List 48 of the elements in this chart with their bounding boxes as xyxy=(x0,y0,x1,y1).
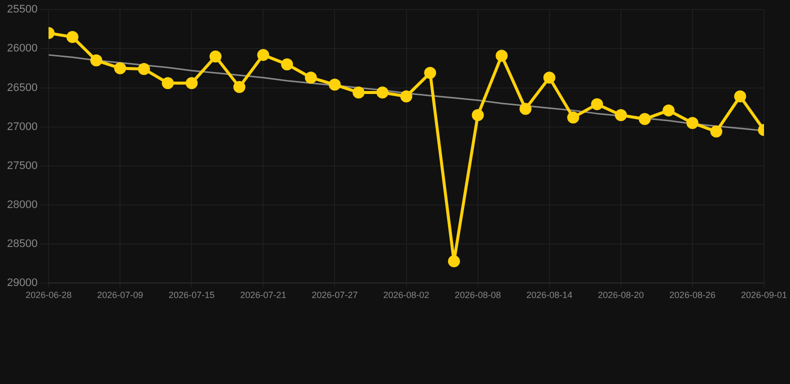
point xyxy=(710,126,722,138)
point xyxy=(90,54,102,66)
y-tick-label: 26500 xyxy=(6,82,38,94)
y-tick-label: 28000 xyxy=(6,199,38,212)
point xyxy=(520,102,532,115)
point xyxy=(352,86,365,98)
y-tick-label: 29000 xyxy=(6,277,38,290)
point xyxy=(686,116,698,129)
point xyxy=(138,63,150,76)
point xyxy=(233,80,246,93)
y-tick-label: 25500 xyxy=(6,4,38,16)
point xyxy=(66,30,78,43)
point xyxy=(448,255,460,268)
x-tick-label: 2026-08-20 xyxy=(598,290,644,300)
point xyxy=(734,90,746,102)
point xyxy=(614,109,627,122)
point xyxy=(210,50,222,63)
point xyxy=(662,104,675,116)
x-tick-label: 2026-09-01 xyxy=(740,290,788,300)
x-tick-label: 2026-08-26 xyxy=(669,290,716,300)
point xyxy=(496,50,508,62)
x-tick-label: 2026-07-21 xyxy=(240,290,286,300)
x-tick-label: 2026-07-15 xyxy=(168,290,215,300)
point xyxy=(162,77,174,90)
x-tick-label: 2026-07-09 xyxy=(97,290,144,300)
point xyxy=(257,48,270,61)
y-tick-label: 26000 xyxy=(6,42,38,55)
y-tick-label: 28500 xyxy=(6,238,38,250)
point xyxy=(400,90,412,102)
point xyxy=(376,86,388,98)
point xyxy=(114,62,126,74)
point xyxy=(186,77,198,90)
point xyxy=(591,98,604,110)
point xyxy=(472,109,484,122)
point xyxy=(424,66,436,79)
point xyxy=(281,58,294,70)
y-tick-label: 27500 xyxy=(6,160,38,172)
x-tick-label: 2026-08-14 xyxy=(526,290,572,300)
x-tick-label: 2026-06-28 xyxy=(26,290,72,300)
x-tick-label: 2026-07-27 xyxy=(312,290,358,300)
point xyxy=(304,72,317,84)
x-tick-label: 2026-08-08 xyxy=(454,290,501,300)
point xyxy=(543,72,556,84)
x-tick-label: 2026-08-02 xyxy=(383,290,430,300)
point xyxy=(638,113,651,126)
point xyxy=(567,111,580,124)
point xyxy=(328,78,341,91)
y-tick-label: 27000 xyxy=(6,120,38,133)
